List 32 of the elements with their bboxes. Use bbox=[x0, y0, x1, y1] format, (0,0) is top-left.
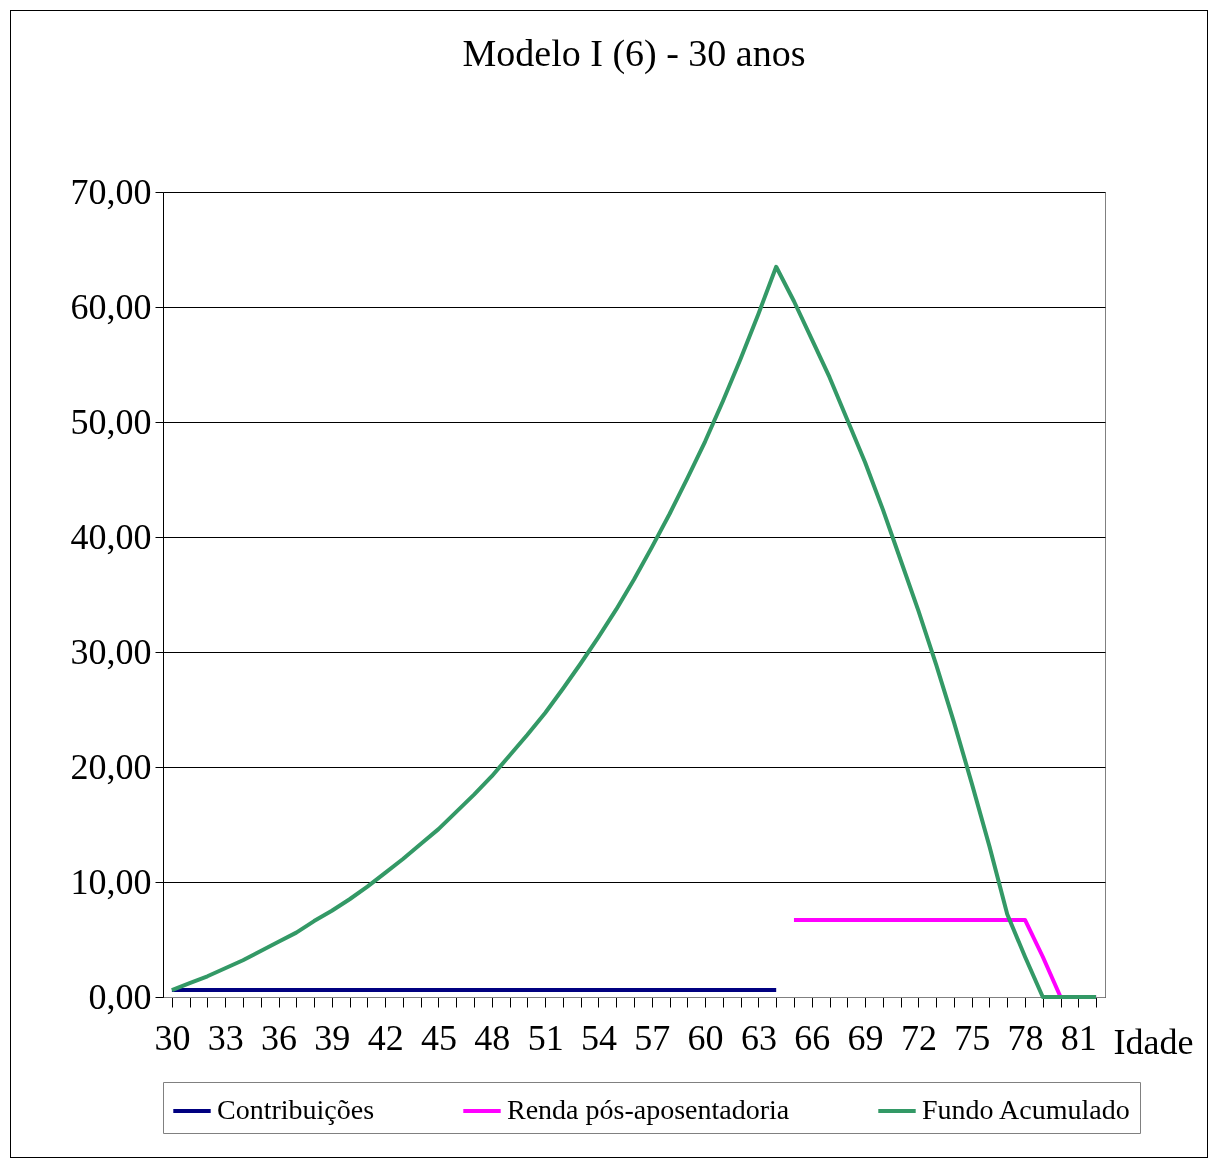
x-tick-label: 42 bbox=[367, 1017, 404, 1058]
chart-title: Modelo I (6) - 30 anos bbox=[462, 32, 806, 75]
y-tick-label: 50,00 bbox=[70, 401, 152, 442]
x-axis-title: Idade bbox=[1113, 1021, 1194, 1062]
x-tick-label: 78 bbox=[1007, 1017, 1044, 1058]
legend-label: Renda pós-aposentadoria bbox=[507, 1094, 790, 1125]
x-tick-label: 57 bbox=[634, 1017, 671, 1058]
x-tick-label: 39 bbox=[314, 1017, 351, 1058]
legend-label: Fundo Acumulado bbox=[922, 1094, 1130, 1125]
y-tick-label: 0,00 bbox=[88, 976, 152, 1017]
x-tick-label: 63 bbox=[740, 1017, 777, 1058]
x-tick-label: 48 bbox=[474, 1017, 511, 1058]
x-tick-label: 66 bbox=[794, 1017, 831, 1058]
x-tick-label: 72 bbox=[900, 1017, 937, 1058]
legend-label: Contribuições bbox=[217, 1094, 375, 1125]
x-tick-label: 30 bbox=[154, 1017, 191, 1058]
y-tick-label: 60,00 bbox=[70, 286, 152, 327]
x-tick-label: 81 bbox=[1060, 1017, 1097, 1058]
x-tick-label: 54 bbox=[580, 1017, 617, 1058]
x-tick-label: 51 bbox=[527, 1017, 564, 1058]
x-tick-label: 60 bbox=[687, 1017, 724, 1058]
y-tick-label: 30,00 bbox=[70, 631, 152, 672]
x-tick-label: 33 bbox=[207, 1017, 244, 1058]
y-tick-label: 20,00 bbox=[70, 746, 152, 787]
x-tick-label: 36 bbox=[261, 1017, 298, 1058]
x-tick-label: 69 bbox=[847, 1017, 884, 1058]
x-tick-label: 75 bbox=[954, 1017, 991, 1058]
y-tick-label: 70,00 bbox=[70, 171, 152, 212]
x-tick-label: 45 bbox=[420, 1017, 457, 1058]
y-tick-label: 40,00 bbox=[70, 516, 152, 557]
line-series bbox=[169, 264, 1099, 999]
y-tick-label: 10,00 bbox=[70, 861, 152, 902]
